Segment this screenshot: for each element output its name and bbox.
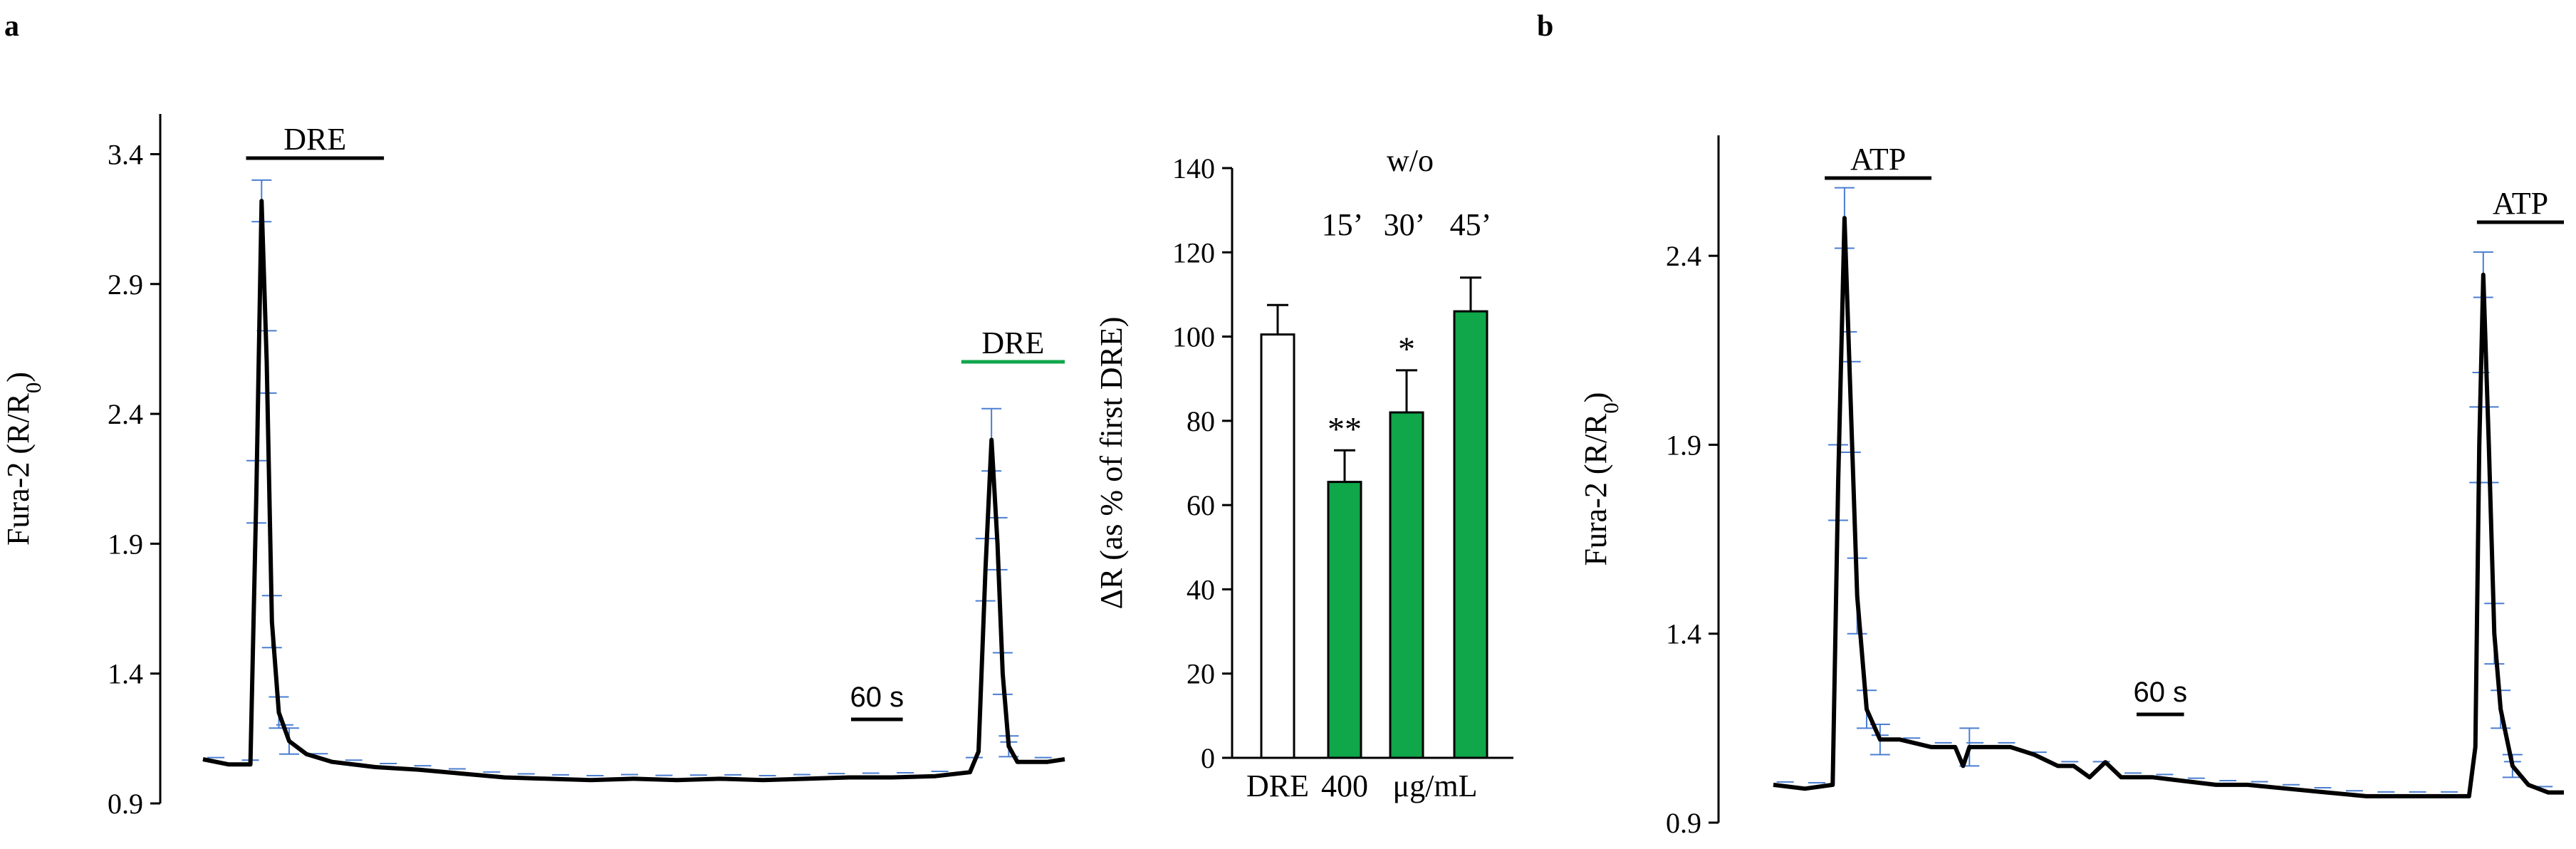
x-tick-label: μg/mL	[1393, 769, 1478, 803]
y-tick-label: 40	[1187, 573, 1215, 605]
time-label: 30’	[1384, 207, 1426, 242]
y-tick-label: 140	[1172, 152, 1215, 184]
y-tick-label: 2.4	[1666, 240, 1701, 272]
significance-mark: *	[1398, 330, 1415, 368]
y-tick-label: 100	[1172, 321, 1215, 353]
y-axis-label: Fura-2 (R/R0)	[1578, 392, 1623, 566]
group-header: w/o	[1387, 143, 1434, 178]
application-label: DRE	[981, 325, 1044, 360]
time-label: 15’	[1322, 207, 1364, 242]
y-tick-label: 0	[1201, 742, 1215, 774]
scale-bar-label: 60 s	[850, 682, 904, 713]
bar	[1260, 333, 1295, 759]
significance-mark: **	[1328, 410, 1362, 448]
y-tick-label: 80	[1187, 405, 1215, 437]
y-tick-label: 2.9	[108, 269, 143, 301]
y-tick-label: 1.9	[1666, 429, 1701, 461]
panel-label-a: a	[4, 10, 19, 43]
panel-b-trace-chart: 0.9 1.4 1.9 2.4 Fura-2 (R/R0) ATP ATP 60 s	[1578, 135, 2564, 839]
y-axis-label: ΔR (as % of first DRE)	[1094, 317, 1129, 610]
x-tick-label: DRE	[1246, 769, 1309, 803]
application-label: ATP	[1850, 142, 1906, 177]
time-label: 45’	[1450, 207, 1492, 242]
y-tick-label: 120	[1172, 236, 1215, 269]
y-axis-label: Fura-2 (R/R0)	[1, 372, 46, 546]
application-label: DRE	[283, 122, 346, 157]
y-tick-label: 1.9	[108, 528, 143, 560]
y-tick-label: 1.4	[108, 658, 143, 690]
scale-bar-label: 60 s	[2133, 677, 2187, 708]
y-tick-label: 0.9	[108, 788, 143, 820]
y-tick-label: 20	[1187, 658, 1215, 690]
panel-label-b: b	[1537, 10, 1553, 43]
bar	[1327, 481, 1362, 759]
trace-line	[1773, 216, 2564, 798]
trace-line	[202, 199, 1065, 783]
y-tick-label: 60	[1187, 489, 1215, 521]
panel-a-bar-chart: 0 20 40 60 80 100 120 140 ΔR (as % of first DRE)…	[1094, 143, 1513, 803]
bar	[1453, 310, 1488, 759]
y-tick-label: 2.4	[108, 398, 143, 430]
y-tick-label: 0.9	[1666, 807, 1701, 839]
y-tick-label: 1.4	[1666, 618, 1701, 650]
application-label: ATP	[2493, 186, 2548, 221]
x-tick-label: 400	[1321, 769, 1368, 803]
bar	[1389, 411, 1424, 759]
panel-a-trace-chart: 0.9 1.4 1.9 2.4 2.9 3.4 Fura-2 (R/R0) DRE DRE 60 …	[1, 114, 1065, 820]
y-tick-label: 3.4	[108, 138, 143, 170]
